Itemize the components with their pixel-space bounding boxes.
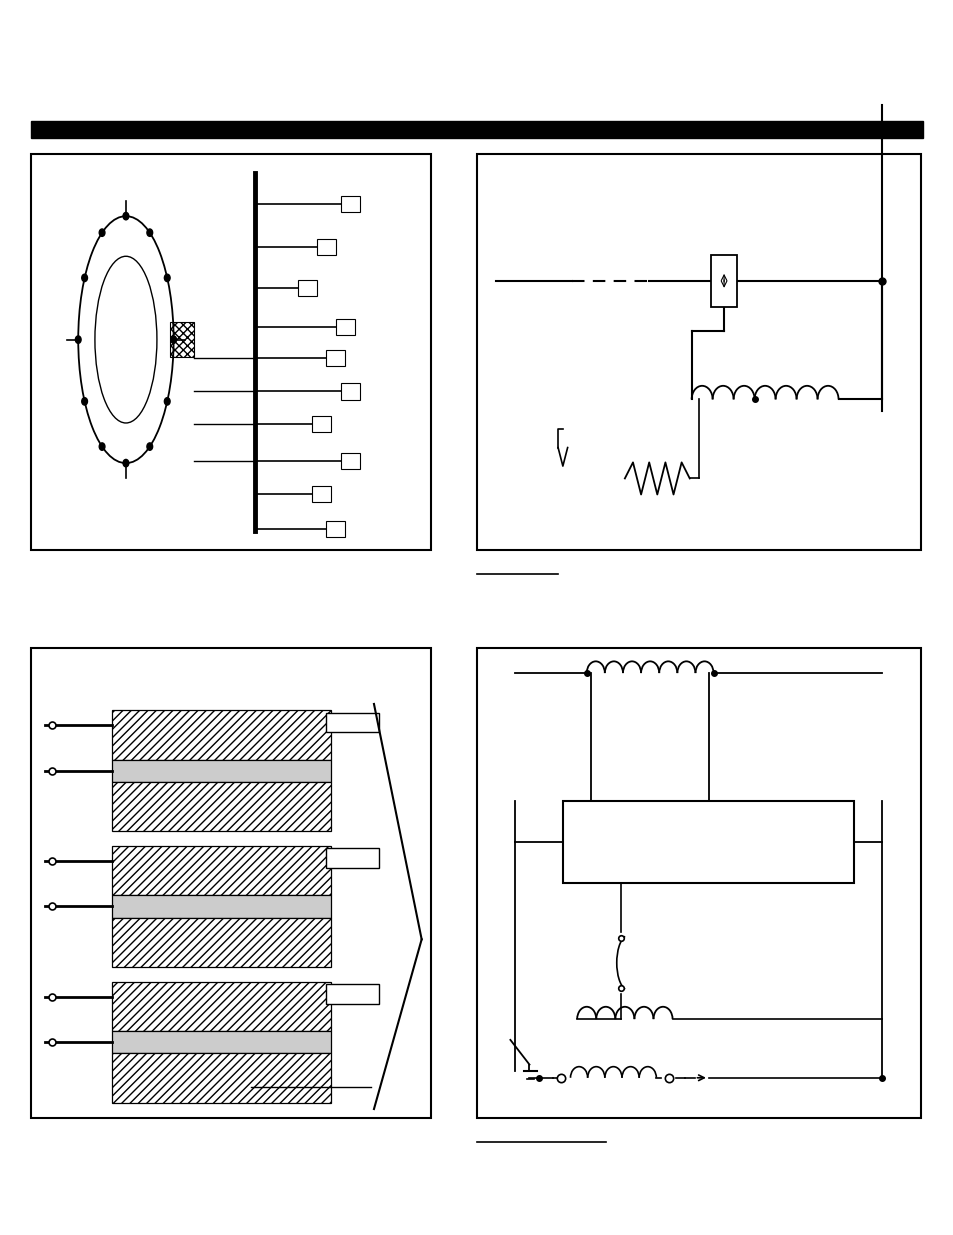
Bar — [112, 760, 331, 782]
Bar — [562, 802, 853, 883]
Bar — [476, 648, 920, 1118]
Bar — [30, 648, 431, 1118]
Bar — [476, 154, 920, 550]
Circle shape — [164, 274, 170, 282]
Bar — [340, 383, 359, 400]
Bar — [326, 713, 378, 732]
Bar — [335, 319, 355, 336]
Bar — [30, 154, 431, 550]
Circle shape — [171, 336, 176, 343]
Circle shape — [82, 398, 88, 405]
Bar — [316, 238, 335, 256]
Bar — [312, 415, 331, 431]
Bar — [112, 710, 331, 760]
Bar — [297, 279, 316, 295]
Ellipse shape — [95, 256, 157, 424]
Circle shape — [164, 398, 170, 405]
Bar — [30, 121, 923, 138]
Circle shape — [147, 228, 152, 236]
Circle shape — [75, 336, 81, 343]
Bar — [312, 485, 331, 501]
Bar — [326, 984, 378, 1004]
Circle shape — [82, 274, 88, 282]
Circle shape — [99, 228, 105, 236]
Bar — [340, 195, 359, 212]
Bar — [710, 254, 737, 306]
Bar — [326, 520, 345, 536]
Bar — [112, 1031, 331, 1053]
Bar — [112, 782, 331, 831]
Bar — [340, 452, 359, 468]
Circle shape — [123, 459, 129, 467]
Circle shape — [123, 212, 129, 220]
Bar — [326, 848, 378, 868]
Bar — [112, 918, 331, 967]
Bar — [112, 895, 331, 918]
Bar — [112, 1053, 331, 1103]
Bar — [170, 322, 193, 357]
Bar — [326, 351, 345, 366]
Ellipse shape — [78, 216, 173, 463]
Bar — [112, 982, 331, 1031]
Circle shape — [99, 443, 105, 451]
Circle shape — [147, 443, 152, 451]
Bar — [112, 846, 331, 895]
